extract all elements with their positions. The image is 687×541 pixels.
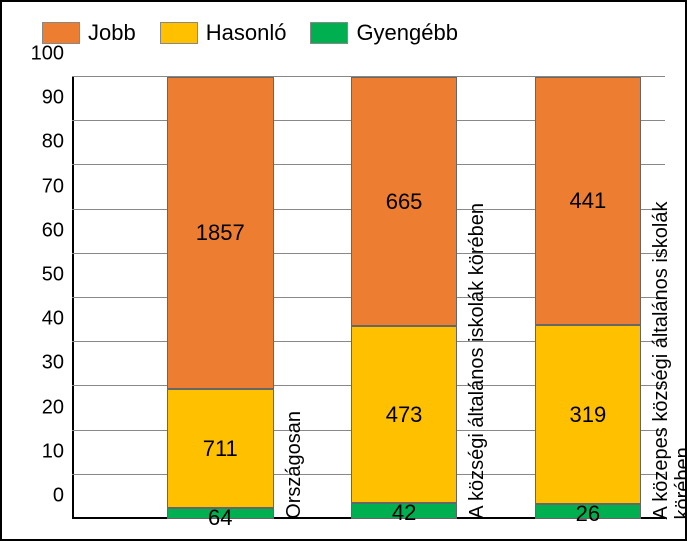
legend-swatch-hasonlo xyxy=(160,22,198,44)
bar-segment-jobb: 441 xyxy=(535,77,642,325)
bar-segment-hasonlo: 711 xyxy=(167,389,274,508)
bar-value-label: 1857 xyxy=(196,220,245,246)
y-tick-label: 90 xyxy=(42,87,72,110)
bar-segment-jobb: 1857 xyxy=(167,77,274,389)
y-tick-label: 40 xyxy=(42,308,72,331)
category-label: A közepes községi általános iskolák köré… xyxy=(650,188,687,520)
legend-item-gyengebb: Gyengébb xyxy=(310,20,458,46)
legend-swatch-gyengebb xyxy=(310,22,348,44)
y-tick-label: 0 xyxy=(53,485,72,508)
bar-segment-gyengebb: 64 xyxy=(167,508,274,519)
legend: Jobb Hasonló Gyengébb xyxy=(42,20,458,46)
y-axis-line xyxy=(72,77,74,519)
legend-label-jobb: Jobb xyxy=(88,20,136,46)
legend-swatch-jobb xyxy=(42,22,80,44)
bar-group: 26 319 441 xyxy=(535,77,642,519)
y-tick-label: 50 xyxy=(42,264,72,287)
bar-value-label: 26 xyxy=(576,501,600,527)
bar-value-label: 711 xyxy=(203,436,238,462)
bar-value-label: 665 xyxy=(386,189,423,215)
bar-group: 64 711 1857 xyxy=(167,77,274,519)
y-tick-label: 10 xyxy=(42,440,72,463)
y-tick-label: 60 xyxy=(42,219,72,242)
y-tick-label: 100 xyxy=(31,43,72,66)
bar-segment-hasonlo: 319 xyxy=(535,325,642,504)
bar-group: 42 473 665 xyxy=(351,77,458,519)
legend-label-hasonlo: Hasonló xyxy=(206,20,287,46)
legend-label-gyengebb: Gyengébb xyxy=(356,20,458,46)
bar-segment-hasonlo: 473 xyxy=(351,326,458,503)
bar-segment-jobb: 665 xyxy=(351,77,458,326)
y-tick-label: 20 xyxy=(42,396,72,419)
bar-value-label: 42 xyxy=(392,500,416,526)
bar-value-label: 64 xyxy=(208,505,232,531)
category-label: A községi általános iskolák körében xyxy=(466,203,488,519)
bar-value-label: 441 xyxy=(570,188,607,214)
bar-segment-gyengebb: 42 xyxy=(351,503,458,519)
y-tick-label: 70 xyxy=(42,175,72,198)
bar-segment-gyengebb: 26 xyxy=(535,504,642,519)
y-tick-label: 30 xyxy=(42,352,72,375)
bar-value-label: 319 xyxy=(570,402,607,428)
category-label: Országosan xyxy=(283,411,305,519)
chart-container: Jobb Hasonló Gyengébb 0 10 20 30 40 50 60 70 80 9… xyxy=(0,0,687,541)
plot-area: 0102030405060708090100647111857Országosa… xyxy=(72,77,665,519)
bar-value-label: 473 xyxy=(386,402,423,428)
legend-item-hasonlo: Hasonló xyxy=(160,20,287,46)
y-tick-label: 80 xyxy=(42,131,72,154)
